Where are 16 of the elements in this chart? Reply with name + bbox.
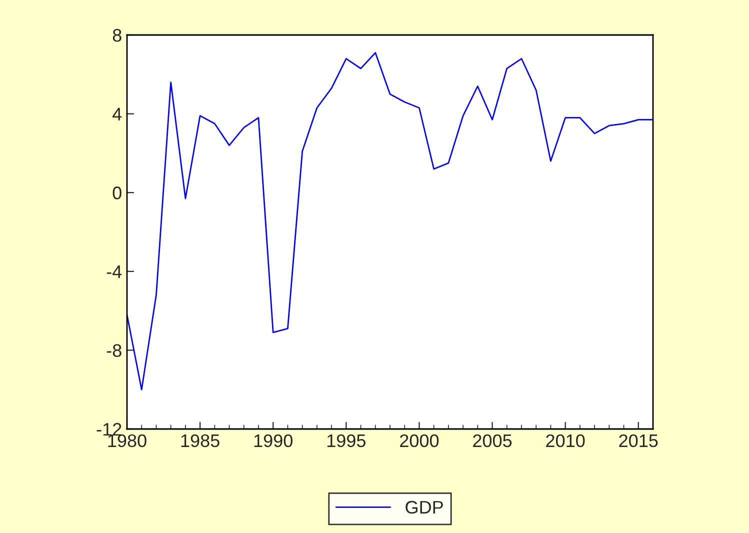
legend-label: GDP: [406, 500, 443, 514]
x-tick-label: 1995: [327, 434, 366, 448]
y-tick-label: 8: [112, 28, 122, 42]
y-tick-label: -4: [106, 266, 122, 278]
x-tick-label: 2005: [473, 434, 512, 448]
line-series: [127, 52, 653, 390]
x-tick-label: 1985: [181, 434, 220, 448]
x-tick-label: 1980: [108, 434, 146, 448]
y-tick-label: 0: [112, 186, 122, 200]
y-tick-label: -8: [106, 344, 122, 357]
x-tick-label: 2010: [546, 434, 585, 448]
x-tick-label: 2015: [619, 434, 658, 448]
y-tick-label: -12: [96, 422, 122, 436]
y-tick-label: 4: [112, 108, 122, 120]
x-tick-label: 1990: [254, 434, 292, 448]
x-tick-label: 2000: [400, 434, 439, 448]
